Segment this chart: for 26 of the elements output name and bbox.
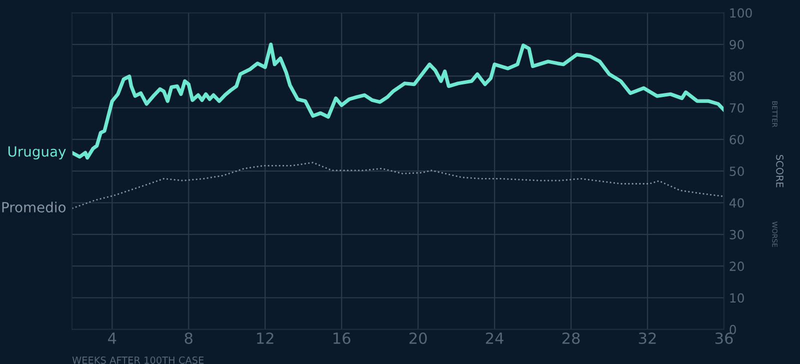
y-tick-label: 20 <box>730 262 744 272</box>
y-tick-label: 0 <box>730 324 736 334</box>
x-tick-label: 20 <box>409 332 427 344</box>
y-axis-title: SCORE <box>776 154 784 188</box>
line-series <box>72 42 724 160</box>
x-axis-title: WEEKS AFTER 100TH CASE <box>72 356 204 364</box>
y-tick-label: 60 <box>730 134 744 144</box>
y-tick-label: 100 <box>730 8 752 18</box>
x-tick-label: 16 <box>334 332 350 344</box>
y-tick-label: 10 <box>730 293 744 303</box>
x-tick-label: 28 <box>562 332 580 344</box>
y-tick-label: 40 <box>729 198 744 208</box>
y-tick-label: 70 <box>730 103 744 113</box>
y-tick-label: 50 <box>730 166 744 176</box>
line-series <box>72 162 724 210</box>
series-label: Promedio <box>2 202 66 212</box>
x-tick-label: 32 <box>638 332 656 344</box>
x-tick-label: 12 <box>257 332 274 344</box>
series-label: Uruguay <box>8 146 66 160</box>
y-tick-label: 90 <box>730 40 744 50</box>
x-tick-label: 4 <box>108 332 116 344</box>
x-tick-label: 8 <box>184 332 192 344</box>
y-tick-label: 30 <box>730 230 744 240</box>
x-tick-label: 36 <box>715 332 733 344</box>
y-tick-label: 80 <box>730 72 744 82</box>
x-tick-label: 24 <box>486 332 504 344</box>
